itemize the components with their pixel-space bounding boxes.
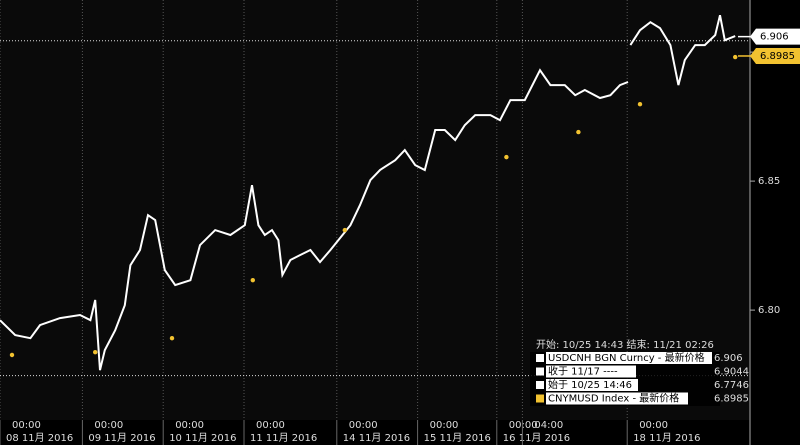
x-tick-label: 04:00 — [534, 420, 563, 431]
y-tick-label: 6.80 — [758, 305, 780, 316]
x-tick-label: 00:00 — [175, 420, 204, 431]
last-value-tag — [750, 28, 800, 45]
legend-label: 收于 11/17 ---- — [548, 365, 618, 378]
last-value-tag — [750, 47, 800, 64]
legend-label: USDCNH BGN Curncy - 最新价格 — [548, 351, 705, 364]
legend-swatch — [536, 354, 544, 362]
x-tick-label: 00:00 — [509, 420, 538, 431]
fix-dot — [733, 54, 738, 60]
legend-value: 6.7746 — [714, 380, 749, 391]
fix-dot — [576, 129, 581, 135]
fix-dot — [637, 102, 643, 107]
price-line — [0, 14, 736, 371]
x-date-label: 16 11月 2016 — [503, 432, 570, 444]
legend-swatch — [536, 394, 544, 403]
legend-value: 6.9044 — [714, 367, 749, 378]
x-date-label: 10 11月 2016 — [169, 432, 236, 444]
fix-dot — [93, 349, 98, 355]
fix-dot — [169, 336, 175, 341]
legend-swatch — [536, 381, 544, 389]
legend-label: CNYMUSD Index - 最新价格 — [548, 392, 679, 405]
fix-dot — [342, 227, 347, 233]
legend-text-bg — [546, 365, 636, 378]
x-axis-bg — [0, 420, 750, 445]
x-date-label: 18 11月 2016 — [633, 432, 700, 444]
legend-header: 开始: 10/25 14:43 结束: 11/21 02:26 — [536, 338, 714, 351]
legend-value: 6.8985 — [714, 394, 749, 405]
plot-bg — [0, 0, 750, 420]
legend-text-bg — [546, 392, 688, 405]
legend-value: 6.906 — [714, 353, 743, 364]
legend-text-bg — [546, 352, 712, 364]
axis-bg — [750, 0, 800, 445]
y-tick-label: 6.85 — [758, 176, 780, 187]
x-tick-label: 00:00 — [256, 420, 285, 431]
fix-dot — [250, 277, 255, 283]
legend-label: 始于 10/25 14:46 — [548, 378, 632, 391]
fix-dot — [504, 154, 509, 160]
x-tick-label: 00:00 — [430, 420, 459, 431]
fix-dot — [9, 352, 15, 358]
x-date-label: 08 11月 2016 — [6, 432, 73, 444]
x-date-label: 15 11月 2016 — [424, 432, 491, 444]
legend-text-bg — [546, 379, 638, 391]
x-date-label: 11 11月 2016 — [250, 432, 317, 444]
x-date-label: 09 11月 2016 — [88, 432, 155, 444]
x-tick-label: 00:00 — [639, 420, 668, 431]
x-tick-label: 00:00 — [349, 420, 378, 431]
last-value-label: 6.8985 — [760, 51, 795, 62]
last-value-label: 6.906 — [760, 32, 789, 43]
x-tick-label: 00:00 — [94, 420, 123, 431]
legend-swatch — [536, 367, 544, 376]
x-tick-label: 00:00 — [12, 420, 41, 431]
x-date-label: 14 11月 2016 — [343, 432, 410, 444]
